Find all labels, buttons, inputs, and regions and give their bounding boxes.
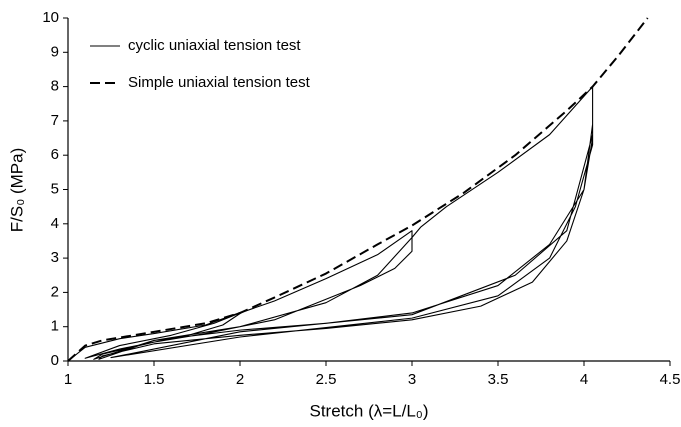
x-tick-label: 1: [64, 371, 72, 388]
y-tick-label: 3: [51, 249, 59, 266]
y-tick-label: 4: [51, 215, 59, 232]
x-tick-label: 1.5: [144, 371, 165, 388]
legend-label: cyclic uniaxial tension test: [128, 37, 301, 54]
y-tick-label: 5: [51, 180, 59, 197]
y-tick-label: 0: [51, 352, 59, 369]
x-tick-label: 2.5: [316, 371, 337, 388]
series-line: [67, 17, 649, 362]
legend-label: Simple uniaxial tension test: [128, 74, 311, 91]
y-tick-label: 10: [42, 9, 59, 26]
x-tick-label: 4.5: [660, 371, 681, 388]
y-axis-title: F/S₀ (MPa): [7, 148, 26, 233]
x-axis-title: Stretch (λ=L/L₀): [309, 401, 428, 420]
y-tick-label: 6: [51, 146, 59, 163]
y-tick-label: 7: [51, 112, 59, 129]
x-tick-label: 4: [580, 371, 588, 388]
y-tick-label: 9: [51, 43, 59, 60]
x-tick-label: 3.5: [488, 371, 509, 388]
y-tick-label: 1: [51, 318, 59, 335]
series-line: [67, 86, 594, 362]
x-tick-label: 3: [408, 371, 416, 388]
y-tick-label: 2: [51, 283, 59, 300]
y-tick-label: 8: [51, 78, 59, 95]
x-tick-label: 2: [236, 371, 244, 388]
